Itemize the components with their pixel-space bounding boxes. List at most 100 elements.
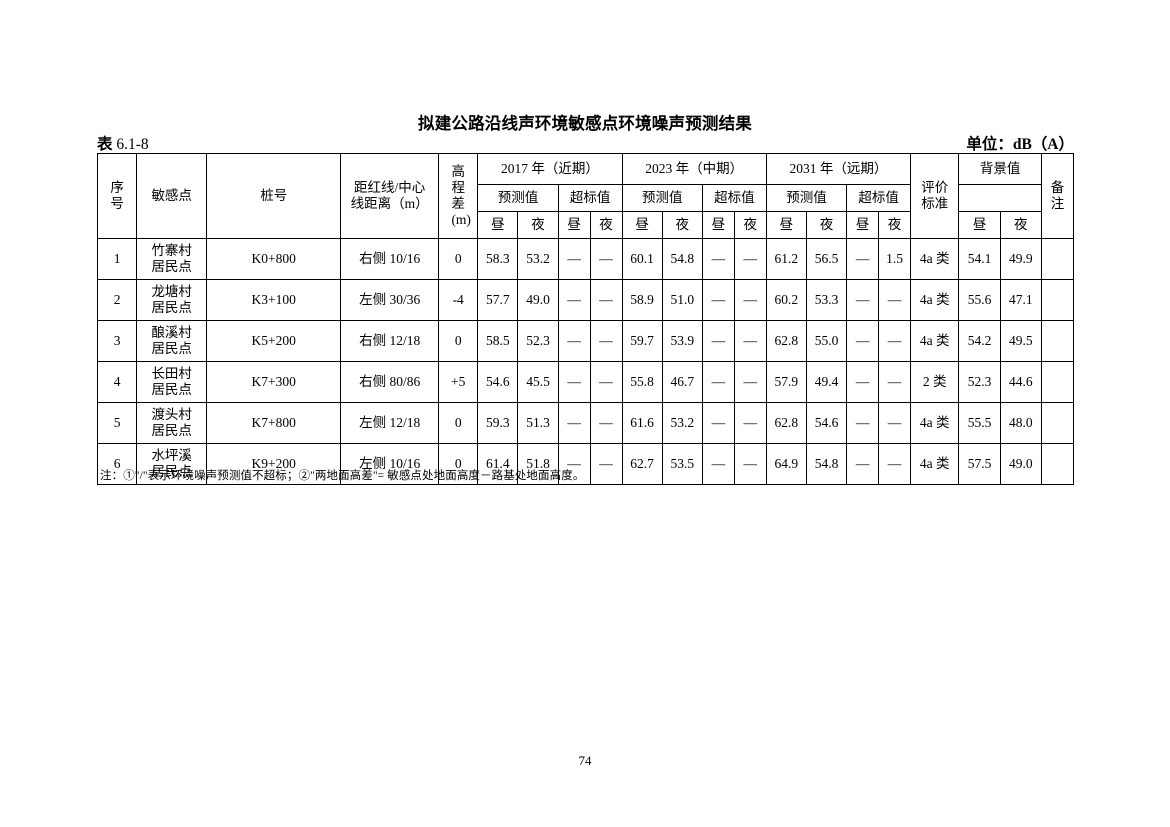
cell-2023-exceed-night: — [733, 402, 767, 444]
cell-2017-predicted-day: 54.6 [477, 361, 519, 403]
cell-2031-exceed-day: — [846, 320, 880, 362]
cell-sensitive-point: 渡头村 居民点 [136, 402, 208, 444]
cell-distance: 左侧 12/18 [340, 402, 440, 444]
cell-distance: 左侧 10/16 [340, 443, 440, 485]
cell-sensitive-point: 龙塘村 居民点 [136, 279, 208, 321]
cell-sensitive-point: 酿溪村 居民点 [136, 320, 208, 362]
sensitive-point-line-2: 居民点 [151, 382, 192, 397]
header-standard-label: 评价标准 [921, 180, 949, 211]
header-2023-predicted-night: 夜 [661, 211, 703, 239]
caption-row: 表 6.1-8 单位：dB（A） [97, 132, 1074, 154]
cell-remarks [1040, 238, 1075, 280]
header-standard: 评价标准 [910, 153, 960, 239]
sensitive-point-line-1: 竹寨村 [151, 243, 192, 259]
cell-standard: 2 类 [910, 361, 960, 403]
cell-background-day: 55.5 [958, 402, 1001, 444]
cell-2031-exceed-day: — [846, 279, 880, 321]
cell-elevation-diff: 0 [438, 402, 479, 444]
cell-sensitive-point: 长田村 居民点 [136, 361, 208, 403]
cell-2017-predicted-day: 58.3 [477, 238, 519, 280]
cell-2031-predicted-night: 53.3 [805, 279, 848, 321]
header-background-night: 夜 [999, 211, 1042, 239]
header-stake-no: 桩号 [206, 153, 342, 239]
cell-2017-predicted-night: 53.2 [517, 238, 559, 280]
cell-2017-exceed-day: — [557, 361, 591, 403]
sensitive-point-line-1: 酿溪村 [151, 325, 192, 341]
cell-stake-no: K7+800 [206, 402, 342, 444]
cell-distance: 左侧 30/36 [340, 279, 440, 321]
cell-background-day: 57.5 [958, 443, 1001, 485]
cell-remarks [1040, 361, 1075, 403]
cell-remarks [1040, 443, 1075, 485]
table-label-prefix: 表 [97, 136, 113, 153]
header-distance-label: 距红线/中心线距离（m） [350, 180, 429, 211]
header-elevation-diff: 高程差(m) [438, 153, 479, 239]
cell-2031-exceed-night: — [878, 402, 912, 444]
cell-2031-predicted-day: 64.9 [765, 443, 807, 485]
cell-2017-exceed-day: — [557, 238, 591, 280]
header-distance: 距红线/中心线距离（m） [340, 153, 440, 239]
cell-2017-exceed-day: — [557, 402, 591, 444]
cell-remarks [1040, 402, 1075, 444]
sensitive-point-line-2: 居民点 [151, 259, 192, 274]
header-2017-exceed: 超标值 [557, 184, 623, 212]
cell-2031-predicted-night: 49.4 [805, 361, 848, 403]
cell-stake-no: K5+200 [206, 320, 342, 362]
header-2031-exceed: 超标值 [846, 184, 912, 212]
header-2017-exceed-day: 昼 [557, 211, 591, 239]
header-sensitive-point: 敏感点 [136, 153, 208, 239]
cell-2017-exceed-night: — [589, 279, 623, 321]
header-period-2023: 2023 年（中期） [621, 153, 767, 185]
header-2031-exceed-night: 夜 [878, 211, 912, 239]
header-2023-exceed-day: 昼 [701, 211, 735, 239]
cell-background-day: 52.3 [958, 361, 1001, 403]
cell-remarks [1040, 279, 1075, 321]
table-row: 4 长田村 居民点 K7+300 右侧 80/86 +5 54.6 45.5— —55.8 46.… [96, 361, 1075, 403]
page-title: 拟建公路沿线声环境敏感点环境噪声预测结果 [418, 114, 752, 133]
header-elevation-diff-label: 高程差(m) [451, 164, 471, 227]
cell-2017-exceed-night: — [589, 443, 623, 485]
cell-2031-exceed-night: — [878, 279, 912, 321]
cell-2031-exceed-day: — [846, 402, 880, 444]
cell-elevation-diff: 0 [438, 238, 479, 280]
cell-background-night: 49.0 [999, 443, 1042, 485]
header-2017-exceed-night: 夜 [589, 211, 623, 239]
cell-2023-exceed-night: — [733, 361, 767, 403]
cell-2031-predicted-night: 55.0 [805, 320, 848, 362]
header-2023-predicted: 预测值 [621, 184, 703, 212]
header-2017-predicted: 预测值 [477, 184, 559, 212]
cell-2023-exceed-day: — [701, 238, 735, 280]
cell-2017-predicted-day: 58.5 [477, 320, 519, 362]
cell-2031-exceed-night: 1.5 [878, 238, 912, 280]
cell-elevation-diff: +5 [438, 361, 479, 403]
header-2031-exceed-day: 昼 [846, 211, 880, 239]
cell-2023-predicted-day: 61.6 [621, 402, 663, 444]
cell-seq: 2 [96, 279, 138, 321]
header-seq-label: 序号 [110, 180, 124, 211]
cell-2017-predicted-night: 51.3 [517, 402, 559, 444]
cell-2023-predicted-night: 53.2 [661, 402, 703, 444]
cell-2023-predicted-night: 46.7 [661, 361, 703, 403]
sensitive-point-line-2: 居民点 [151, 300, 192, 315]
cell-2031-predicted-day: 62.8 [765, 402, 807, 444]
cell-background-day: 54.2 [958, 320, 1001, 362]
cell-2031-exceed-day: — [846, 238, 880, 280]
cell-2017-predicted-night: 49.0 [517, 279, 559, 321]
table-row: 2 龙塘村 居民点 K3+100 左侧 30/36 -4 57.7 49.0— —58.9 51.… [96, 279, 1075, 321]
cell-2017-predicted-night: 51.8 [517, 443, 559, 485]
cell-2023-exceed-night: — [733, 279, 767, 321]
sensitive-point-line-1: 水坪溪 [151, 448, 192, 464]
cell-distance: 右侧 12/18 [340, 320, 440, 362]
table-row: 5 渡头村 居民点 K7+800 左侧 12/18 0 59.3 51.3— —61.6 53.2… [96, 402, 1075, 444]
cell-2017-exceed-night: — [589, 320, 623, 362]
sensitive-point-line-2: 居民点 [151, 423, 192, 438]
table-label-number: 6.1-8 [116, 136, 149, 153]
header-period-2017: 2017 年（近期） [477, 153, 623, 185]
cell-2023-predicted-day: 59.7 [621, 320, 663, 362]
cell-2031-predicted-night: 56.5 [805, 238, 848, 280]
cell-2023-predicted-day: 58.9 [621, 279, 663, 321]
table-row: 3 酿溪村 居民点 K5+200 右侧 12/18 0 58.5 52.3— —59.7 53.9… [96, 320, 1075, 362]
cell-background-day: 55.6 [958, 279, 1001, 321]
cell-2023-predicted-day: 60.1 [621, 238, 663, 280]
